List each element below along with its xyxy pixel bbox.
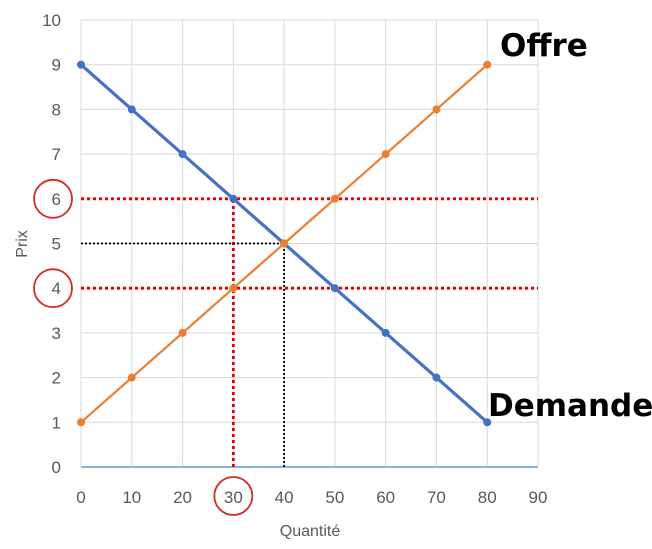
data-point-demande-30: [229, 194, 238, 203]
x-tick-label-70: 70: [427, 488, 446, 507]
y-tick-label-5: 5: [52, 235, 61, 254]
data-point-offre-50: [330, 194, 339, 203]
x-tick-label-90: 90: [529, 488, 548, 507]
y-tick-label-1: 1: [52, 413, 61, 432]
y-tick-label-8: 8: [52, 100, 61, 119]
series-label-demande: Demande: [488, 388, 652, 424]
data-point-offre-0: [77, 418, 85, 427]
data-point-demande-80: [483, 418, 492, 427]
y-tick-label-7: 7: [52, 145, 61, 164]
series-label-offre: Offre: [500, 28, 588, 64]
y-axis-label: Prix: [14, 230, 31, 258]
tick-labels: 0 1 2 3 4 5 6 7 8 9 10 0 10 20 30 40 50 60 70 80 90: [42, 11, 547, 507]
data-point-offre-30: [229, 284, 238, 293]
x-tick-label-0: 0: [76, 488, 85, 507]
data-point-offre-10: [127, 373, 136, 382]
x-axis-label: Quantité: [280, 523, 341, 540]
data-point-demande-50: [330, 284, 339, 293]
data-point-demande-60: [381, 328, 390, 337]
x-tick-label-30: 30: [224, 488, 243, 507]
highlight-circle-y-6: [33, 178, 73, 219]
x-tick-label-60: 60: [376, 488, 395, 507]
reference-lines: [81, 197, 538, 467]
tick-highlight-circles: [33, 178, 254, 516]
x-tick-label-40: 40: [275, 488, 294, 507]
x-tick-label-50: 50: [325, 488, 344, 507]
y-tick-label-10: 10: [42, 11, 61, 30]
data-point-demande-10: [127, 105, 136, 114]
series-lines: [77, 60, 492, 427]
data-point-offre-40: [280, 239, 289, 248]
x-tick-label-80: 80: [478, 488, 497, 507]
data-point-demande-20: [178, 150, 187, 159]
y-tick-label-4: 4: [52, 279, 61, 298]
y-tick-label-3: 3: [52, 324, 61, 343]
x-tick-label-10: 10: [122, 488, 141, 507]
y-tick-label-0: 0: [52, 458, 61, 477]
y-tick-label-2: 2: [52, 369, 61, 388]
highlight-circle-x-30: [213, 476, 254, 516]
y-tick-label-6: 6: [52, 190, 61, 209]
data-point-offre-80: [483, 60, 492, 69]
x-tick-label-20: 20: [173, 488, 192, 507]
data-point-demande-0: [77, 60, 85, 69]
y-tick-label-9: 9: [52, 56, 61, 75]
data-point-demande-70: [432, 373, 441, 382]
highlight-circle-y-4: [33, 268, 73, 309]
data-point-offre-20: [178, 328, 187, 337]
data-point-offre-70: [432, 105, 441, 114]
data-point-offre-60: [381, 150, 390, 159]
